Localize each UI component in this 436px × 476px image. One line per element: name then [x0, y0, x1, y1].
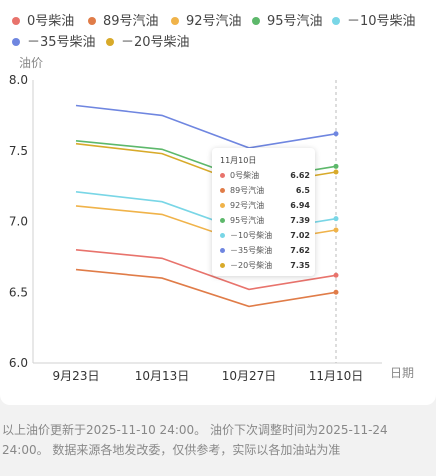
data-point[interactable] [333, 163, 339, 169]
y-tick-label: 7.5 [9, 144, 28, 158]
tooltip-value: 7.62 [290, 246, 310, 255]
legend-label: 0号柴油 [27, 14, 75, 29]
tooltip-series-name: 92号汽油 [230, 201, 265, 210]
x-tick-label: 9月23日 [53, 369, 100, 383]
legend-item-0[interactable]: 0号柴油 [12, 12, 74, 32]
tooltip-row: －10号柴油 7.02 [220, 230, 310, 242]
tooltip-series-name: 89号汽油 [230, 186, 265, 195]
tooltip-value: 6.94 [290, 201, 310, 210]
x-tick-label: 11月10日 [309, 369, 364, 383]
data-point[interactable] [333, 216, 339, 222]
tooltip-series-name: －35号柴油 [230, 246, 273, 255]
tooltip-series-name: 95号汽油 [230, 216, 265, 225]
x-tick-label: 10月13日 [135, 369, 190, 383]
tooltip-row: 89号汽油 6.5 [220, 185, 310, 197]
data-point[interactable] [333, 169, 339, 175]
tooltip-row: 95号汽油 7.39 [220, 215, 310, 227]
legend-label: 92号汽油 [186, 14, 242, 29]
tooltip-series-name: －20号柴油 [230, 261, 273, 270]
legend-dot [332, 16, 340, 25]
tooltip-row: －20号柴油 7.35 [220, 260, 310, 272]
x-tick-label: 10月27日 [222, 369, 277, 383]
tooltip-dot [220, 233, 225, 238]
tooltip-dot [220, 188, 225, 193]
y-tick-label: 6.5 [9, 285, 28, 299]
legend-label: 95号汽油 [267, 14, 323, 29]
y-tick-label: 7.0 [9, 215, 28, 229]
tooltip-row: 0号柴油 6.62 [220, 170, 310, 182]
legend-item-2[interactable]: 92号汽油 [171, 12, 242, 32]
legend-dot [88, 16, 96, 25]
series-line [75, 104, 337, 149]
chart-tooltip: 11月10日 0号柴油 6.62 89号汽油 6.5 92号汽油 6.94 95号汽油… [212, 148, 315, 276]
tooltip-value: 7.39 [290, 216, 310, 225]
legend-label: －10号柴油 [347, 14, 416, 29]
tooltip-dot [220, 218, 225, 223]
tooltip-series-name: 0号柴油 [230, 171, 260, 180]
legend-dot [252, 16, 260, 25]
legend-dot [171, 16, 179, 25]
chart-card: 0号柴油 89号汽油 92号汽油 95号汽油 －10号柴油 －35号柴油 －20… [0, 0, 436, 405]
tooltip-value: 7.02 [290, 231, 310, 240]
tooltip-value: 6.62 [290, 171, 310, 180]
legend-dot [12, 37, 20, 46]
y-tick-label: 6.0 [9, 356, 28, 370]
tooltip-dot [220, 203, 225, 208]
legend-dot [106, 37, 114, 46]
y-tick-label: 8.0 [9, 73, 28, 87]
tooltip-value: 7.35 [290, 261, 310, 270]
legend-label: －20号柴油 [121, 35, 190, 50]
legend-item-1[interactable]: 89号汽油 [88, 12, 159, 32]
y-axis-label: 油价 [19, 56, 44, 70]
legend-item-6[interactable]: －20号柴油 [106, 33, 190, 53]
tooltip-row: 92号汽油 6.94 [220, 200, 310, 212]
tooltip-series-name: －10号柴油 [230, 231, 273, 240]
update-note: 以上油价更新于2025-11-10 24:00。 油价下次调整时间为2025-1… [2, 423, 388, 457]
legend-label: 89号汽油 [103, 14, 159, 29]
tooltip-title: 11月10日 [220, 156, 257, 165]
series-line [75, 249, 337, 291]
tooltip-dot [220, 173, 225, 178]
tooltip-row: －35号柴油 7.62 [220, 245, 310, 257]
x-axis-label: 日期 [390, 366, 415, 380]
chart-axes: 6.0 6.5 7.0 7.5 8.0 9月23日 10月13日 10月27日 11月10日 [9, 73, 382, 383]
legend-label: －35号柴油 [27, 35, 96, 50]
tooltip-dot [220, 263, 225, 268]
legend-dot [12, 16, 20, 25]
data-point[interactable] [333, 131, 339, 137]
data-point[interactable] [333, 227, 339, 233]
tooltip-value: 6.5 [295, 186, 310, 195]
legend-item-3[interactable]: 95号汽油 [252, 12, 323, 32]
legend-item-4[interactable]: －10号柴油 [332, 12, 416, 32]
legend-item-5[interactable]: －35号柴油 [12, 33, 96, 53]
data-point[interactable] [333, 289, 339, 295]
series-line [75, 268, 337, 308]
data-point[interactable] [333, 272, 339, 278]
tooltip-dot [220, 248, 225, 253]
